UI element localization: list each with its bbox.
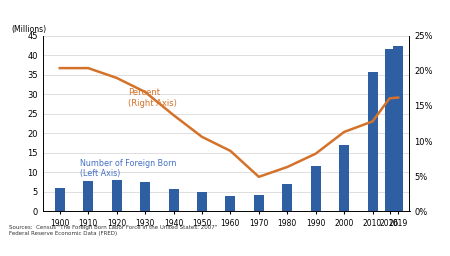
Bar	[310, 166, 321, 211]
Bar	[55, 188, 65, 211]
Text: Number of Foreign Born
(Left Axis): Number of Foreign Born (Left Axis)	[80, 158, 176, 178]
Bar	[225, 196, 235, 211]
Bar	[385, 49, 395, 211]
Text: Sources:  Census "The Foreign Born Labor Force in the United States: 2007"
Feder: Sources: Census "The Foreign Born Labor …	[9, 225, 217, 236]
Bar	[282, 184, 292, 211]
Bar	[339, 145, 349, 211]
Bar	[368, 72, 378, 211]
Text: (Millions): (Millions)	[12, 25, 47, 34]
Text: Percent
(Right Axis): Percent (Right Axis)	[128, 89, 177, 108]
Bar	[393, 46, 403, 211]
Bar	[112, 180, 122, 211]
Bar	[83, 181, 93, 211]
Text: Foreign Born in Civilian Population and Share % (1900 – 2019): Foreign Born in Civilian Population and …	[42, 10, 408, 20]
Bar	[140, 182, 150, 211]
Bar	[254, 195, 264, 211]
Bar	[169, 189, 179, 211]
Bar	[197, 192, 207, 211]
